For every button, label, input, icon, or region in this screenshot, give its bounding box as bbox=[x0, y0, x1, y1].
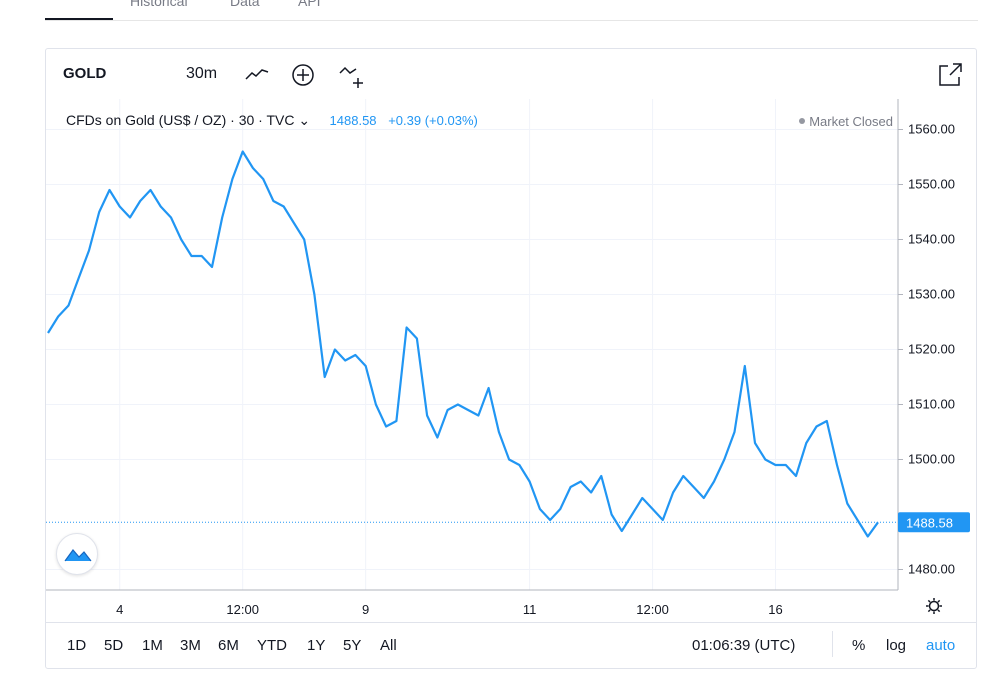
legend-last-price: 1488.58 bbox=[329, 113, 377, 128]
x-tick-label: 9 bbox=[362, 602, 369, 617]
tab-data[interactable]: Data bbox=[230, 0, 260, 9]
bottom-divider bbox=[832, 631, 833, 657]
tab-historical[interactable]: Historical bbox=[130, 0, 188, 9]
range-3m[interactable]: 3M bbox=[180, 637, 201, 654]
y-tick-label: 1500.00 bbox=[908, 452, 955, 467]
x-tick-label: 16 bbox=[768, 602, 782, 617]
compare-icon[interactable] bbox=[337, 61, 365, 89]
tab-api[interactable]: API bbox=[298, 0, 321, 9]
range-1m[interactable]: 1M bbox=[142, 637, 163, 654]
x-tick-label: 12:00 bbox=[226, 602, 259, 617]
interval-selector[interactable]: 30m bbox=[186, 65, 218, 82]
y-tick-label: 1540.00 bbox=[908, 232, 955, 247]
top-tabs: Historical Data API bbox=[0, 0, 1000, 22]
range-ytd[interactable]: YTD bbox=[257, 637, 287, 654]
y-tick-label: 1480.00 bbox=[908, 562, 955, 577]
bottom-bar: 1D 5D 1M 3M 6M YTD 1Y 5Y All 01:06:39 (U… bbox=[46, 622, 976, 670]
y-tick-label: 1530.00 bbox=[908, 287, 955, 302]
current-price-badge bbox=[898, 512, 970, 533]
y-tick-label: 1510.00 bbox=[908, 397, 955, 412]
chart-widget: GOLD 30m 1560.00 1550.00 1540.00 1530.00 152… bbox=[45, 48, 977, 669]
range-all[interactable]: All bbox=[380, 637, 397, 654]
market-status-text: Market Closed bbox=[809, 114, 893, 129]
x-tick-label: 11 bbox=[523, 602, 537, 617]
y-tick-label: 1560.00 bbox=[908, 122, 955, 137]
range-1y[interactable]: 1Y bbox=[307, 637, 326, 654]
add-indicator-icon[interactable] bbox=[289, 61, 317, 89]
current-price-label: 1488.58 bbox=[906, 515, 953, 530]
legend-title[interactable]: CFDs on Gold (US$ / OZ) · 30 · TVC bbox=[66, 112, 295, 128]
market-status: Market Closed bbox=[799, 114, 893, 129]
fullscreen-icon[interactable] bbox=[936, 61, 964, 89]
tradingview-logo-button[interactable] bbox=[56, 533, 98, 575]
price-chart[interactable]: 1560.00 1550.00 1540.00 1530.00 1520.00 1510.… bbox=[46, 49, 976, 622]
chart-toolbar: GOLD 30m bbox=[46, 49, 976, 99]
line-style-icon[interactable] bbox=[243, 61, 271, 89]
tabs-divider bbox=[45, 20, 978, 21]
chart-legend: CFDs on Gold (US$ / OZ) · 30 · TVC ⌄ 148… bbox=[66, 112, 478, 129]
chevron-down-icon[interactable]: ⌄ bbox=[298, 112, 311, 128]
y-tick-label: 1520.00 bbox=[908, 342, 955, 357]
range-1d[interactable]: 1D bbox=[67, 637, 87, 654]
log-toggle[interactable]: log bbox=[886, 637, 907, 654]
legend-change: +0.39 (+0.03%) bbox=[388, 113, 478, 128]
symbol-label[interactable]: GOLD bbox=[63, 65, 107, 82]
range-5d[interactable]: 5D bbox=[104, 637, 124, 654]
range-6m[interactable]: 6M bbox=[218, 637, 239, 654]
status-dot-icon bbox=[799, 118, 806, 124]
utc-clock[interactable]: 01:06:39 (UTC) bbox=[692, 637, 796, 654]
settings-gear-icon[interactable] bbox=[926, 598, 942, 614]
tradingview-logo-icon bbox=[64, 549, 92, 562]
auto-toggle[interactable]: auto bbox=[926, 637, 956, 654]
x-tick-label: 12:00 bbox=[636, 602, 669, 617]
percent-toggle[interactable]: % bbox=[852, 637, 866, 654]
range-5y[interactable]: 5Y bbox=[343, 637, 362, 654]
x-tick-label: 4 bbox=[116, 602, 123, 617]
y-tick-label: 1550.00 bbox=[908, 177, 955, 192]
active-tab-underline bbox=[45, 18, 113, 21]
series-line bbox=[47, 150, 879, 538]
